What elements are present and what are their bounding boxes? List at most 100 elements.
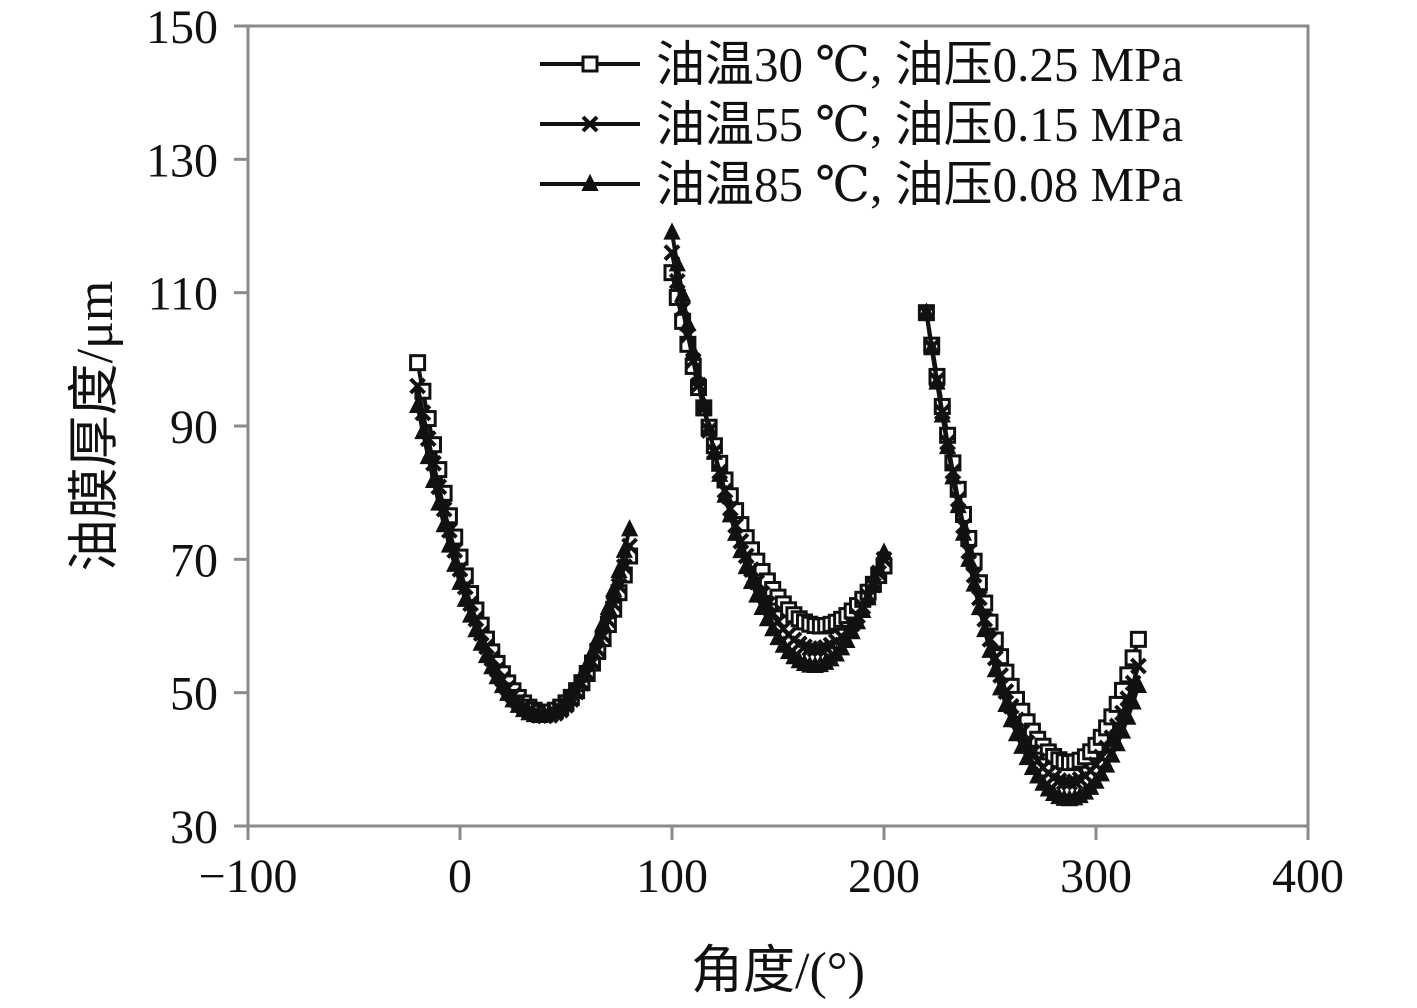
series-3-data-point: [753, 597, 771, 616]
series-3-data-point: [716, 485, 734, 503]
series-3-data-point: [838, 630, 856, 648]
series-3-data-point: [689, 369, 708, 387]
series-3-data-point: [599, 597, 618, 615]
y-axis-title: 油膜厚度/μm: [67, 281, 124, 572]
series-3-data-point: [620, 519, 639, 537]
series-3-data-point: [695, 394, 713, 412]
series-3-data-point: [859, 588, 877, 606]
x-axis-title: 角度/(°): [691, 943, 865, 1000]
series-3-data-point: [976, 619, 994, 638]
series-3-data-point: [663, 222, 681, 240]
data-group: [408, 222, 1148, 807]
legend-marker: [581, 55, 599, 73]
legend-label: 油温55 ℃, 油压0.15 MPa: [656, 97, 1183, 152]
series-3-data-point: [748, 585, 766, 603]
ticks-group: −100 0 100 200 300 400 30 50 70 90 110 130 150: [146, 1, 1344, 903]
y-tick-label: 30: [170, 801, 218, 854]
series-1-data-point: [1129, 630, 1147, 648]
series-3-data-point: [430, 493, 448, 511]
series-3-data-point: [567, 675, 586, 693]
series-3-data-point: [1103, 745, 1121, 763]
series-3-data-point: [477, 645, 496, 664]
y-tick-label: 70: [170, 534, 218, 587]
series-3-data-point: [737, 556, 755, 575]
series-3-data-point: [456, 589, 474, 607]
series-3-data-point: [424, 470, 443, 488]
series-3-data-point: [408, 395, 427, 413]
legend-label: 油温85 ℃, 油压0.08 MPa: [656, 157, 1183, 212]
y-tick-label: 90: [170, 401, 218, 454]
series-3-data-point: [870, 558, 888, 577]
series-3-data-point: [923, 338, 941, 356]
series-1-line-2: [670, 272, 886, 629]
series-3-data-point: [960, 549, 978, 567]
series-3-data-point: [721, 505, 739, 523]
series-3-data-point: [944, 467, 962, 485]
series-3-data-point: [446, 554, 464, 572]
series-3-data-point: [970, 597, 989, 616]
series-3-data-point: [938, 436, 957, 455]
series-3-data-point: [1002, 710, 1020, 728]
series-3-data-point: [435, 514, 453, 533]
legend-item-3: 油温85 ℃, 油压0.08 MPa: [540, 157, 1183, 212]
series-3-data-point: [440, 535, 459, 553]
y-tick-label: 110: [148, 268, 218, 321]
series-3-data-point: [414, 421, 432, 440]
x-tick-label: 200: [848, 850, 920, 903]
series-3-data-point: [700, 419, 718, 437]
y-tick-label: 50: [170, 668, 218, 721]
legend-item-1: 油温30 ℃, 油压0.25 MPa: [540, 37, 1183, 92]
legend-marker: [581, 115, 599, 133]
series-3-data-point: [726, 523, 745, 541]
series-3-data-point: [848, 612, 867, 630]
series-3-data-point: [758, 609, 777, 627]
series-3-data-point: [705, 442, 724, 460]
series-3-data-point: [1092, 764, 1110, 782]
series-3-data-point: [684, 342, 702, 360]
series-3: [408, 222, 1148, 807]
x-tick-label: 300: [1060, 850, 1132, 903]
series-3-data-point: [949, 495, 967, 514]
series-3-data-point: [419, 446, 437, 465]
series-3-data-point: [615, 540, 633, 558]
series-3-data-point: [928, 372, 946, 390]
series-3-data-point: [668, 254, 686, 272]
series-3-data-point: [562, 683, 580, 701]
series-3-data-point: [1119, 707, 1137, 725]
series-3-data-point: [1113, 721, 1132, 739]
series-3-data-point: [711, 464, 729, 482]
series-3-data-point: [864, 574, 883, 592]
series-3-data-point: [472, 633, 490, 651]
series-3-data-point: [875, 542, 893, 560]
series-3-data-point: [483, 657, 501, 675]
series-2-data-point: [409, 377, 427, 395]
series-3-data-point: [1129, 675, 1148, 693]
legend-marker: [581, 173, 599, 191]
series-3-data-point: [954, 523, 973, 541]
series-3-data-point: [997, 694, 1015, 712]
legend-item-2: 油温55 ℃, 油压0.15 MPa: [540, 97, 1183, 152]
series-3-data-point: [673, 284, 692, 302]
y-tick-label: 150: [146, 1, 218, 54]
series-3-data-point: [933, 405, 951, 423]
series-3-data-point: [467, 620, 485, 638]
series-3-data-point: [679, 314, 697, 332]
series-3-data-point: [965, 574, 983, 592]
series-1: [409, 264, 1147, 772]
series-1-data-point: [409, 354, 427, 372]
series-3-data-point: [742, 571, 761, 589]
series-3-data-point: [461, 605, 480, 623]
x-tick-label: 100: [636, 850, 708, 903]
y-tick-label: 130: [146, 134, 218, 187]
series-1-data-point: [1124, 649, 1142, 667]
series-2-data-point: [1129, 657, 1147, 675]
series-3-data-point: [578, 654, 596, 672]
series-3-data-point: [610, 560, 628, 579]
series-3-data-point: [986, 660, 1004, 678]
series-3-data-point: [1124, 692, 1142, 710]
series-3-data-point: [917, 302, 936, 320]
series-3-data-point: [573, 665, 591, 683]
